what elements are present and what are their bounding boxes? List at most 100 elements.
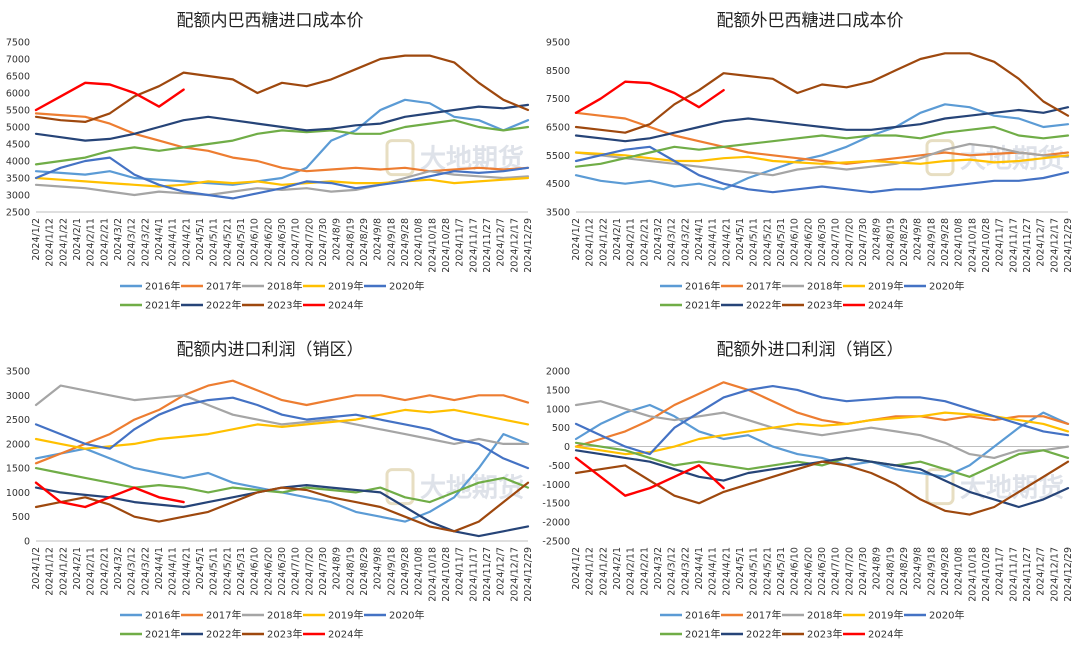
- legend-label: 2022年: [746, 299, 781, 312]
- legend-label: 2023年: [267, 628, 302, 641]
- chart-panel-quota-out-profit: 配额外进口利润（销区） 大地期货 -2500 -2000 -1500 -1000 -500 0…: [540, 329, 1080, 658]
- x-tick-label: 2024/4/21: [721, 218, 732, 267]
- legend-item: 2024年: [843, 299, 903, 312]
- legend-label: 2018年: [807, 609, 842, 622]
- x-tick-label: 2024/8/29: [359, 218, 370, 267]
- x-tick-label: 2024/4/1: [154, 218, 165, 261]
- x-tick-label: 2024/8/9: [872, 218, 883, 261]
- legend-item: 2023年: [242, 628, 302, 641]
- chart-svg: 配额内进口利润（销区）大地期货0500100015002000250030003…: [6, 340, 534, 641]
- x-tick-label: 2024/3/2: [113, 547, 124, 590]
- x-tick-label: 2024/8/9: [332, 547, 343, 590]
- series-line-2018: [574, 400, 1070, 459]
- series-line-2019: [574, 151, 1070, 165]
- x-tick-label: 2024/2/1: [72, 547, 83, 590]
- legend-label: 2024年: [328, 628, 363, 641]
- x-tick-label: 2024/11/17: [1008, 547, 1019, 602]
- x-tick-label: 2024/10/8: [954, 547, 965, 596]
- x-tick-label: 2024/11/17: [468, 218, 479, 273]
- x-tick-label: 2024/3/12: [127, 547, 138, 596]
- x-tick-label: 2024/4/1: [694, 218, 705, 261]
- x-tick-label: 2024/9/18: [386, 547, 397, 596]
- x-tick-label: 2024/7/30: [858, 218, 869, 267]
- series-line-2021: [574, 441, 1070, 478]
- x-tick-label: 2024/9/18: [926, 547, 937, 596]
- x-tick-label: 2024/4/11: [708, 547, 719, 596]
- x-tick-label: 2024/8/29: [899, 547, 910, 596]
- legend-item: 2021年: [120, 299, 180, 312]
- legend-item: 2024年: [303, 299, 363, 312]
- series-line-2021: [574, 125, 1070, 168]
- legend-label: 2018年: [267, 280, 302, 293]
- series-line-2016: [34, 98, 530, 186]
- y-tick-label: -1000: [542, 480, 570, 491]
- x-tick-label: 2024/6/30: [277, 218, 288, 267]
- y-tick-label: 5500: [6, 106, 30, 117]
- x-tick-label: 2024/5/21: [762, 218, 773, 267]
- series-line-2024: [34, 481, 185, 509]
- x-tick-label: 2024/1/12: [45, 547, 56, 596]
- x-tick-label: 2024/5/21: [762, 547, 773, 596]
- y-tick-label: 9500: [546, 38, 570, 49]
- legend-label: 2020年: [929, 280, 964, 293]
- legend-label: 2017年: [206, 280, 241, 293]
- x-tick-label: 2024/7/30: [318, 547, 329, 596]
- y-tick-label: -2000: [542, 518, 570, 529]
- x-tick-label: 2024/5/11: [749, 547, 760, 596]
- y-tick-label: 7500: [6, 38, 30, 49]
- x-tick-label: 2024/4/21: [181, 218, 192, 267]
- y-tick-label: 8500: [546, 66, 570, 77]
- x-tick-label: 2024/2/11: [626, 547, 637, 596]
- legend-item: 2020年: [364, 280, 424, 293]
- y-tick-label: 5000: [6, 123, 30, 134]
- legend-item: 2022年: [721, 299, 781, 312]
- y-tick-label: 3000: [6, 391, 30, 402]
- x-tick-label: 2024/10/8: [414, 218, 425, 267]
- x-tick-label: 2024/2/11: [86, 218, 97, 267]
- x-tick-label: 2024/5/31: [236, 218, 247, 267]
- legend-item: 2017年: [181, 609, 241, 622]
- x-tick-label: 2024/6/20: [263, 547, 274, 596]
- series-line-2023: [34, 481, 530, 533]
- x-tick-label: 2024/7/10: [831, 547, 842, 596]
- x-tick-label: 2024/10/18: [427, 547, 438, 602]
- x-tick-label: 2024/12/17: [1049, 218, 1060, 273]
- y-tick-label: 4000: [6, 157, 30, 168]
- legend-label: 2018年: [267, 609, 302, 622]
- legend-label: 2024年: [868, 628, 903, 641]
- x-tick-label: 2024/2/21: [99, 547, 110, 596]
- legend-label: 2020年: [929, 609, 964, 622]
- x-tick-label: 2024/10/28: [981, 218, 992, 273]
- x-tick-label: 2024/8/9: [332, 218, 343, 261]
- series-line-2023: [574, 52, 1070, 134]
- legend-label: 2021年: [685, 299, 720, 312]
- series-line-2021: [34, 119, 530, 166]
- legend-item: 2017年: [181, 280, 241, 293]
- legend-label: 2022年: [206, 628, 241, 641]
- x-tick-label: 2024/8/19: [885, 218, 896, 267]
- x-tick-label: 2024/7/20: [844, 218, 855, 267]
- chart-panel-quota-in-profit: 配额内进口利润（销区） 大地期货 0 500 1000 1500 2000 2500 3000 3…: [0, 329, 540, 658]
- x-tick-label: 2024/3/2: [653, 218, 664, 261]
- x-tick-label: 2024/5/1: [195, 547, 206, 590]
- x-tick-label: 2024/6/10: [250, 218, 261, 267]
- x-tick-label: 2024/12/29: [523, 218, 534, 273]
- y-tick-label: 500: [12, 512, 30, 523]
- y-tick-label: 2500: [6, 415, 30, 426]
- x-tick-label: 2024/1/22: [58, 218, 69, 267]
- x-tick-label: 2024/1/2: [31, 218, 42, 261]
- watermark-text: 大地期货: [960, 144, 1064, 175]
- legend-label: 2016年: [145, 280, 180, 293]
- y-tick-label: 1000: [6, 488, 30, 499]
- x-tick-label: 2024/3/22: [140, 218, 151, 267]
- x-tick-label: 2024/2/11: [86, 547, 97, 596]
- x-tick-label: 2024/11/7: [995, 547, 1006, 596]
- y-tick-label: 4500: [6, 140, 30, 151]
- series-line-2021: [34, 467, 530, 504]
- series-line-2017: [34, 112, 530, 173]
- x-tick-label: 2024/5/31: [236, 547, 247, 596]
- x-tick-label: 2024/12/29: [1063, 547, 1074, 602]
- x-tick-label: 2024/9/8: [913, 218, 924, 261]
- legend-item: 2016年: [660, 609, 720, 622]
